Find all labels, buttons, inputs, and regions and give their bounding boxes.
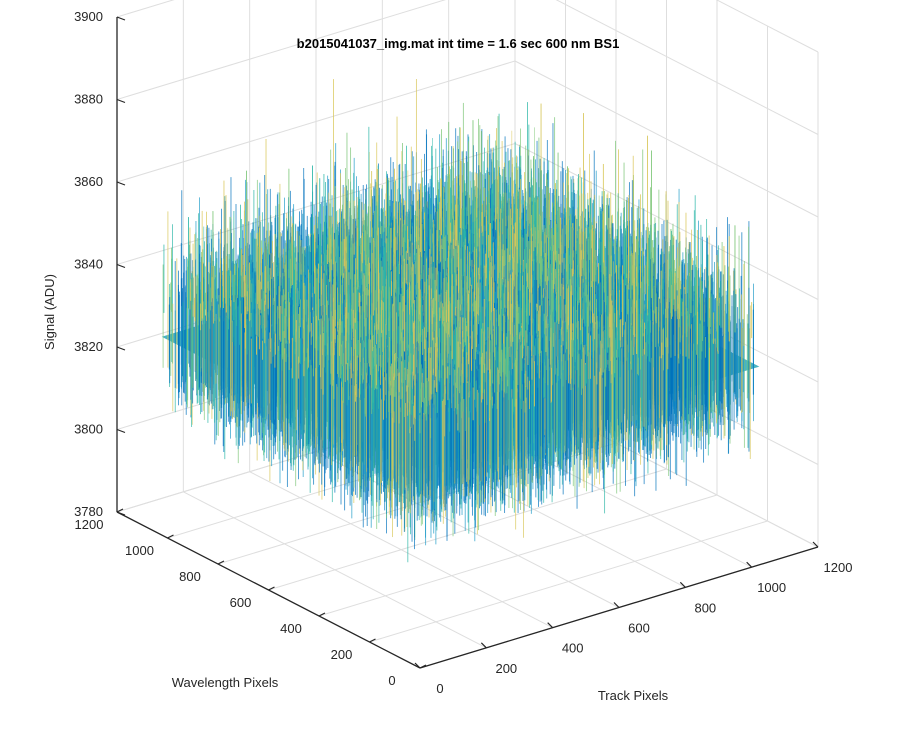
grid-line [269, 469, 667, 590]
surface-mesh [162, 79, 760, 562]
grid-line [370, 521, 768, 642]
